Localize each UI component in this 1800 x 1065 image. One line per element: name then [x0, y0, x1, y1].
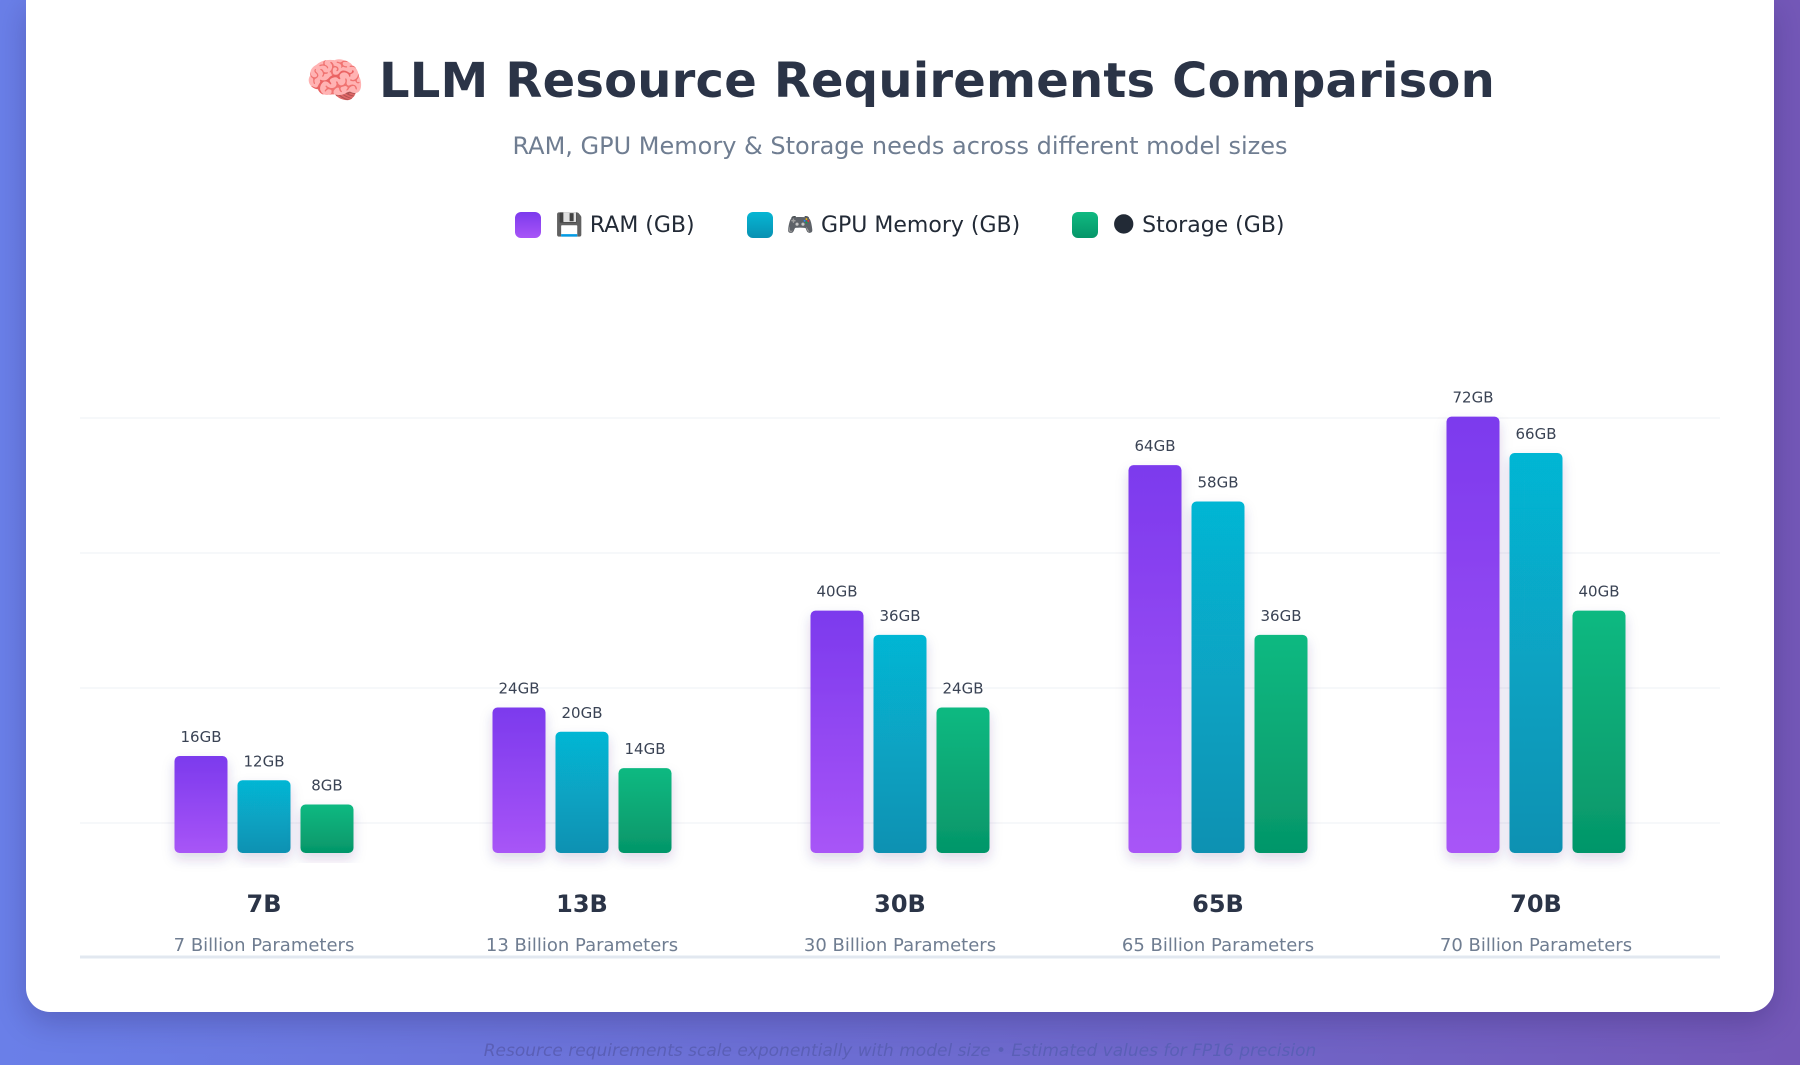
- category-sublabel-7b: 7 Billion Parameters: [174, 935, 355, 956]
- category-label-30b: 30B: [874, 890, 926, 918]
- bar-gpu-7b[interactable]: [237, 780, 291, 853]
- data-label-gpu-70b: 66GB: [1515, 425, 1556, 443]
- data-label-ram-30b: 40GB: [816, 583, 857, 601]
- footer-note: Resource requirements scale exponentiall…: [483, 1041, 1317, 1061]
- data-label-storage-70b: 40GB: [1578, 583, 1619, 601]
- data-label-ram-7b: 16GB: [180, 728, 221, 746]
- bar-gpu-13b[interactable]: [555, 731, 609, 853]
- legend-label-gpu: 🎮 GPU Memory (GB): [786, 212, 1021, 238]
- category-sublabel-13b: 13 Billion Parameters: [486, 935, 678, 956]
- bar-ram-70b[interactable]: [1446, 416, 1500, 853]
- bar-storage-65b[interactable]: [1254, 634, 1308, 853]
- page-title: 🧠 LLM Resource Requirements Comparison: [26, 52, 1774, 109]
- data-label-storage-30b: 24GB: [942, 680, 983, 698]
- bar-gpu-65b[interactable]: [1191, 501, 1245, 853]
- category-sublabel-65b: 65 Billion Parameters: [1122, 935, 1314, 956]
- bar-ram-7b[interactable]: [174, 756, 228, 853]
- brain-icon: 🧠: [305, 53, 365, 109]
- bar-ram-65b[interactable]: [1128, 465, 1182, 853]
- category-sublabel-70b: 70 Billion Parameters: [1440, 935, 1632, 956]
- bar-storage-30b[interactable]: [936, 707, 990, 853]
- bar-storage-70b[interactable]: [1572, 610, 1626, 853]
- data-label-gpu-7b: 12GB: [243, 752, 284, 770]
- category-label-7b: 7B: [247, 890, 282, 918]
- legend-swatch-ram: [515, 212, 542, 238]
- title-text: LLM Resource Requirements Comparison: [378, 53, 1495, 109]
- bar-ram-30b[interactable]: [810, 610, 864, 853]
- data-label-gpu-30b: 36GB: [879, 607, 920, 625]
- legend-swatch-gpu: [746, 212, 773, 238]
- page-subtitle: RAM, GPU Memory & Storage needs across d…: [512, 132, 1288, 160]
- category-label-13b: 13B: [556, 890, 608, 918]
- data-label-gpu-65b: 58GB: [1197, 474, 1238, 492]
- data-label-storage-13b: 14GB: [624, 740, 665, 758]
- legend-item-ram[interactable]: 💾 RAM (GB): [515, 212, 695, 238]
- bar-storage-7b[interactable]: [300, 804, 354, 853]
- legend-swatch-storage: [1072, 212, 1099, 238]
- bar-chart: 16GB 12GB 8GB 7B 7 Billion Parameters 24GB 20G…: [80, 389, 1720, 959]
- legend-label-ram: 💾 RAM (GB): [555, 212, 695, 238]
- bar-ram-13b[interactable]: [492, 707, 546, 853]
- data-label-storage-7b: 8GB: [311, 777, 342, 795]
- legend-item-gpu[interactable]: 🎮 GPU Memory (GB): [746, 212, 1021, 238]
- data-label-ram-65b: 64GB: [1134, 437, 1175, 455]
- legend-item-storage[interactable]: 🌑 Storage (GB): [1072, 212, 1285, 238]
- category-label-70b: 70B: [1510, 890, 1562, 918]
- data-label-ram-13b: 24GB: [498, 680, 539, 698]
- bar-gpu-30b[interactable]: [873, 634, 927, 853]
- data-label-ram-70b: 72GB: [1452, 389, 1493, 407]
- chart-legend: 💾 RAM (GB) 🎮 GPU Memory (GB) 🌑 Storage (…: [26, 212, 1774, 238]
- data-label-gpu-13b: 20GB: [561, 704, 602, 722]
- bar-storage-13b[interactable]: [618, 768, 672, 853]
- bar-gpu-70b[interactable]: [1509, 453, 1563, 853]
- category-label-65b: 65B: [1192, 890, 1244, 918]
- category-sublabel-30b: 30 Billion Parameters: [804, 935, 996, 956]
- legend-label-storage: 🌑 Storage (GB): [1112, 212, 1285, 238]
- data-label-storage-65b: 36GB: [1260, 607, 1301, 625]
